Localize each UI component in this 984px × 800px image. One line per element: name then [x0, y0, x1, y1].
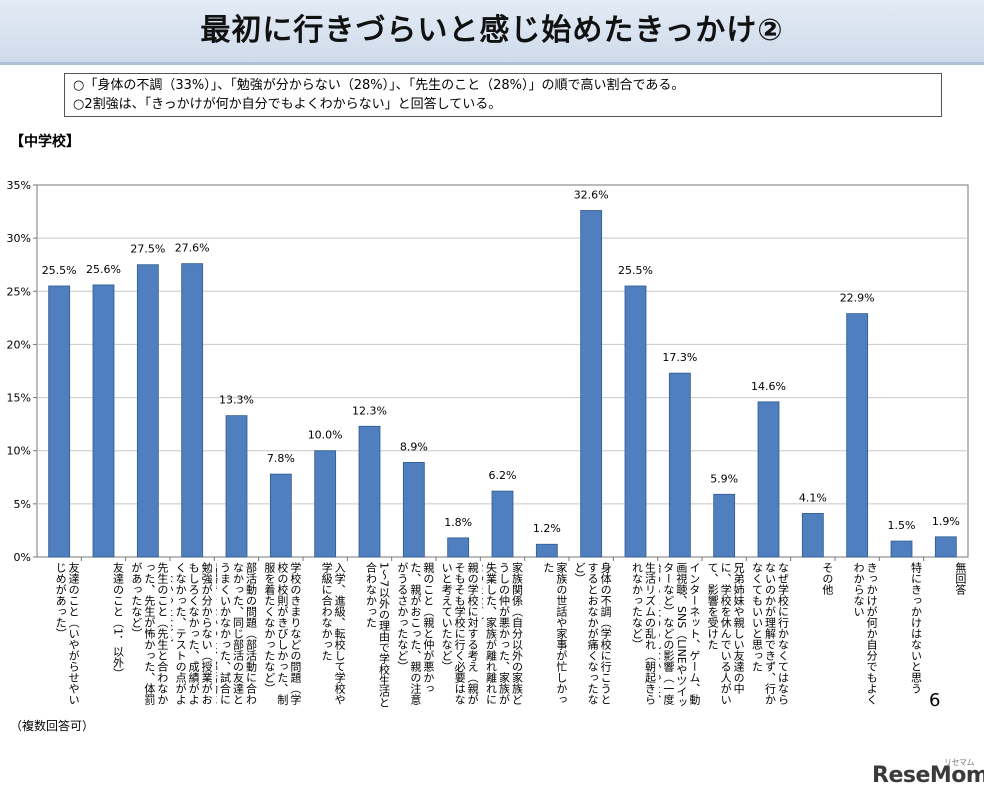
data-label: 12.3% — [352, 404, 387, 417]
brand-logo: ReseMom リセマム — [872, 758, 984, 788]
bar-chart: 0% 5% 10% 15% 20% 25% 30% 35% 25.5% 25.6% 27.5% 27.… — [7, 179, 969, 564]
bar — [846, 313, 869, 558]
bar — [757, 401, 780, 558]
bar — [402, 462, 425, 558]
bar — [890, 540, 913, 558]
data-label: 8.9% — [400, 440, 428, 453]
y-tick-label: 10% — [7, 445, 31, 458]
bar — [92, 284, 115, 558]
category-label: 生活リズムの乱れ（朝起きられなかったなど） — [630, 562, 657, 705]
data-label: 25.5% — [42, 264, 77, 277]
category-label: インターネット、ゲーム、動画視聴、SNS（LINEやツイッターなど）などの影響（… — [659, 562, 701, 708]
data-label: 17.3% — [662, 351, 697, 364]
section-label: 【中学校】 — [10, 134, 80, 150]
data-label: 10.0% — [308, 429, 343, 442]
y-tick-label: 35% — [7, 179, 31, 192]
category-label: 親の学校に対する考え（親がそもそも学校に行く必要はないと考えていたなど） — [440, 562, 480, 705]
category-label: 兄弟姉妹や親しい友達の中に、学校を休んでいる人がいて、影響を受けた — [706, 562, 746, 705]
data-label: 13.3% — [219, 394, 254, 407]
data-label: 1.8% — [444, 516, 472, 529]
category-label: その他 — [820, 562, 834, 595]
category-label: 家族の世話や家事が忙しかった — [541, 562, 568, 705]
bar — [136, 264, 159, 558]
category-label: 友達のこと（いやがらせやいじめがあった） — [54, 562, 81, 705]
category-label: 1～7以外の理由で学校生活と合わなかった — [364, 562, 391, 708]
title-bar — [0, 0, 984, 65]
category-label: 無回答 — [953, 562, 967, 595]
category-label: 学校のきまりなどの問題（学校の校則がきびしかった、制服を着たくなかったなど） — [262, 562, 302, 705]
category-label: 部活動の問題（部活動に合わなかった、同じ部活の友達とうまくいかなかった、試合に出… — [216, 562, 258, 705]
data-label: 14.6% — [751, 380, 786, 393]
data-label: 5.9% — [710, 472, 738, 485]
bar — [535, 543, 558, 558]
summary-line-2: ○2割強は、「きっかけが何か自分でもよくわからない」と回答している。 — [73, 97, 502, 112]
category-label: 友達のこと（1．以外） — [111, 562, 125, 679]
y-tick-label: 30% — [7, 232, 31, 245]
page-title: 最初に行きづらいと感じ始めたきっかけ② — [200, 13, 784, 48]
category-label: 特にきっかけはないと思う — [909, 562, 923, 694]
y-tick-label: 0% — [14, 551, 31, 564]
data-label: 27.5% — [130, 243, 165, 256]
category-label: 先生のこと（先生と合わなかった、先生が怖かった、体罰があったなど） — [129, 562, 169, 705]
data-label: 1.9% — [932, 515, 960, 528]
brand-sub: リセマム — [944, 758, 975, 767]
data-label: 1.5% — [888, 519, 916, 532]
category-label: 親のこと（親と仲が悪かった、親がおこった、親の注意がうるさかったなど） — [395, 562, 435, 705]
bar — [358, 425, 381, 558]
summary-line-1: ○「身体の不調（33%）」、「勉強が分からない（28%）」、「先生のこと（28%… — [73, 78, 685, 93]
bar — [713, 493, 736, 558]
bar — [181, 263, 204, 558]
data-label: 25.5% — [618, 264, 653, 277]
y-tick-label: 20% — [7, 338, 31, 351]
y-tick-label: 25% — [7, 285, 31, 298]
data-label: 25.6% — [86, 263, 121, 276]
data-label: 1.2% — [533, 522, 561, 535]
category-label: 入学、進級、転校して学校や学級に合わなかった — [320, 562, 347, 705]
page-number: 6 — [929, 690, 941, 711]
bar — [269, 473, 292, 558]
footnote: （複数回答可） — [10, 719, 95, 733]
bar — [447, 537, 470, 558]
bar — [314, 450, 337, 558]
category-label: 家族関係（自分以外の家族どうしの仲が悪かった、家族が失業した、家族が離れ離れにな… — [482, 562, 524, 705]
bar — [624, 285, 647, 558]
data-label: 4.1% — [799, 491, 827, 504]
data-label: 27.6% — [175, 242, 210, 255]
bar — [225, 415, 248, 558]
bar — [668, 372, 691, 558]
data-label: 7.8% — [267, 452, 295, 465]
bar — [491, 490, 514, 558]
y-tick-label: 5% — [14, 498, 31, 511]
y-tick-label: 15% — [7, 392, 31, 405]
category-label: 身体の不調（学校に行こうとするとおなかが痛くなったなど） — [573, 562, 613, 705]
summary-box: ○「身体の不調（33%）」、「勉強が分からない（28%）」、「先生のこと（28%… — [64, 73, 942, 117]
category-label: 勉強が分からない（授業がおもしろくなかった、成績がよくなかった、テストの点がよく… — [171, 562, 214, 705]
data-label: 32.6% — [574, 189, 609, 202]
bar — [801, 513, 824, 558]
category-label: なぜ学校に行かなくてはならないのかが理解できず、行かなくてもいいと思った — [750, 562, 790, 705]
bar — [580, 210, 603, 558]
category-label: きっかけが何か自分でもよくわからない — [852, 562, 879, 705]
brand-name: ReseMom — [872, 763, 984, 788]
data-label: 22.9% — [840, 292, 875, 305]
bar — [48, 285, 71, 558]
bar — [934, 536, 957, 558]
data-label: 6.2% — [489, 469, 517, 482]
